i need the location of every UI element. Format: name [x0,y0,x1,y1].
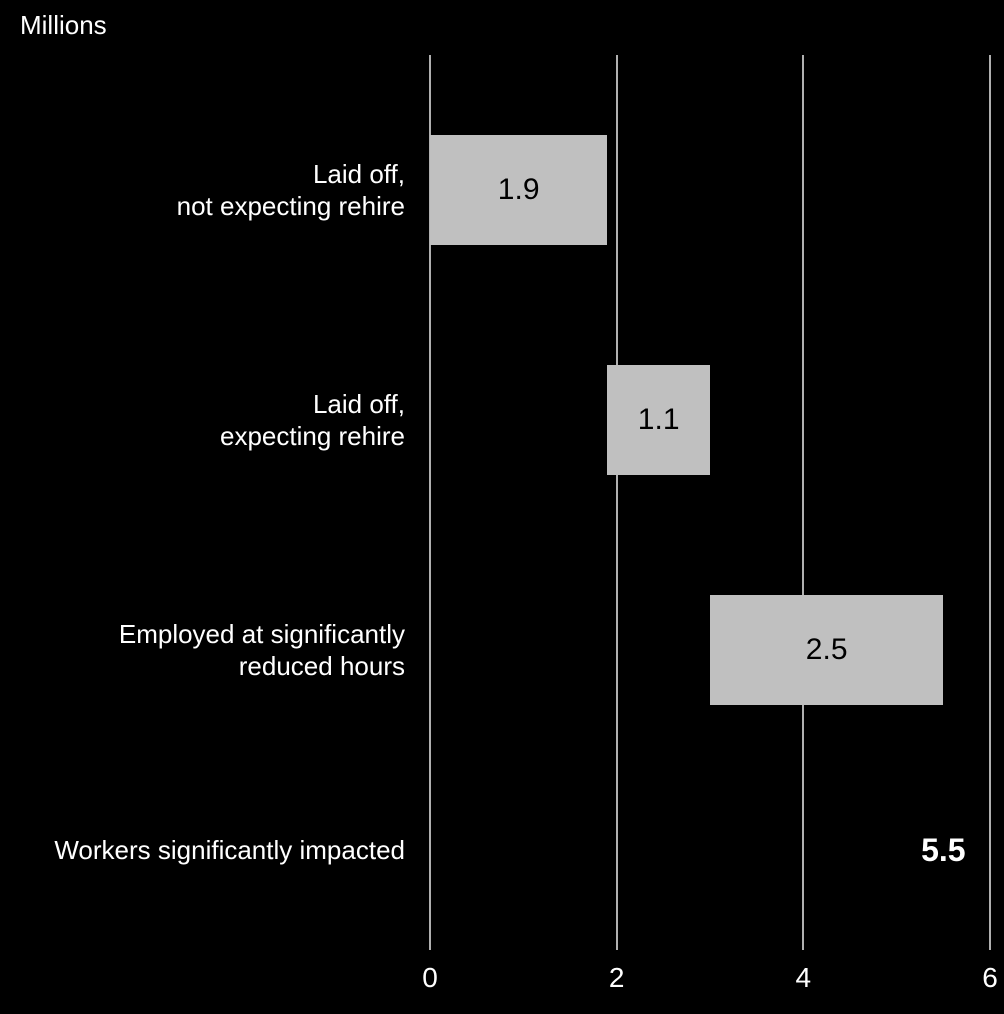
category-label-line: reduced hours [239,651,405,681]
gridline-6 [989,55,991,950]
category-label-employed-reduced-hours: Employed at significantly reduced hours [0,600,405,700]
axis-title: Millions [20,10,107,41]
category-label-laid-off-expecting: Laid off, expecting rehire [0,370,405,470]
gridline-4 [802,55,804,950]
category-label-line: Employed at significantly [119,619,405,649]
tick-label-0: 0 [422,962,438,994]
category-label-line: Laid off, [313,159,405,189]
bar-value-laid-off-expecting: 1.1 [607,365,710,475]
category-label-line: expecting rehire [220,421,405,451]
gridline-2 [616,55,618,950]
tick-label-4: 4 [796,962,812,994]
category-label-laid-off-not-expecting: Laid off, not expecting rehire [0,140,405,240]
tick-label-6: 6 [982,962,998,994]
tick-label-2: 2 [609,962,625,994]
waterfall-chart: Millions 1.9 Laid off, not expecting reh… [0,0,1004,1014]
category-label-line: not expecting rehire [177,191,405,221]
category-label-line: Laid off, [313,389,405,419]
bar-value-laid-off-not-expecting: 1.9 [430,135,607,245]
bar-value-employed-reduced-hours: 2.5 [710,595,943,705]
total-label: Workers significantly impacted [0,825,405,875]
total-value: 5.5 [853,825,1004,875]
